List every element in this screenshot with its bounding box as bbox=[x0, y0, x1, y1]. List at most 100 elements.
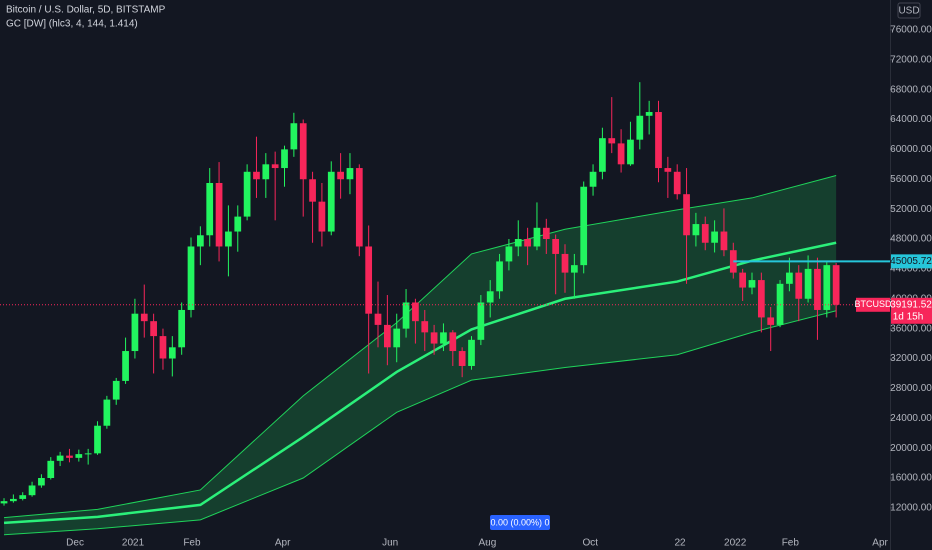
candle-body bbox=[542, 227, 550, 240]
band-upper bbox=[3, 175, 837, 519]
candle-body bbox=[234, 216, 242, 232]
candle-body bbox=[561, 253, 569, 273]
candle-body bbox=[589, 171, 597, 187]
candle-body bbox=[823, 265, 831, 310]
y-tick-label: 20000.00 bbox=[890, 443, 932, 454]
candle-body bbox=[28, 485, 36, 496]
candle-body bbox=[187, 246, 195, 310]
candle-body bbox=[496, 261, 503, 292]
candle-body bbox=[0, 501, 8, 504]
candle-body bbox=[627, 139, 634, 165]
candle-body bbox=[580, 186, 588, 266]
candle-body bbox=[253, 171, 260, 180]
y-tick-label: 68000.00 bbox=[890, 84, 932, 95]
last-price-box bbox=[891, 297, 932, 324]
candle-body bbox=[711, 231, 718, 243]
candle-body bbox=[533, 227, 541, 247]
candle-body bbox=[140, 313, 148, 322]
candle-body bbox=[131, 313, 139, 352]
candle-body bbox=[570, 265, 578, 273]
band-fill bbox=[4, 175, 837, 535]
candle-body bbox=[38, 478, 45, 486]
candle-body bbox=[486, 291, 494, 303]
candle-body bbox=[290, 123, 298, 150]
currency[interactable]: USD bbox=[898, 6, 919, 17]
band-lower bbox=[3, 310, 837, 536]
currency-box[interactable] bbox=[897, 2, 921, 19]
symbol-box bbox=[856, 297, 890, 312]
candle-body bbox=[701, 224, 709, 243]
candle-body bbox=[786, 272, 793, 284]
candle-body bbox=[608, 138, 616, 144]
candle-body bbox=[449, 332, 457, 352]
y-tick-label: 24000.00 bbox=[890, 413, 932, 424]
x-tick-label: Feb bbox=[183, 538, 201, 549]
countdown-label: 1d 15h bbox=[893, 311, 924, 322]
candle-body bbox=[94, 425, 101, 454]
candle-body bbox=[814, 268, 821, 310]
candle-body bbox=[346, 168, 354, 180]
candle-body bbox=[692, 224, 700, 236]
candle-body bbox=[374, 313, 382, 325]
x-tick-label: 2022 bbox=[724, 538, 747, 549]
candle-body bbox=[47, 460, 55, 479]
candle-body bbox=[243, 171, 251, 217]
y-tick-label: 76000.00 bbox=[890, 25, 932, 36]
candle-body bbox=[505, 246, 513, 262]
candle-body bbox=[327, 171, 335, 232]
candle-body bbox=[477, 302, 485, 340]
candle-body bbox=[66, 455, 73, 458]
candle-body bbox=[673, 171, 681, 195]
candle-body bbox=[402, 302, 410, 329]
x-tick-label: 22 bbox=[674, 538, 686, 549]
candle-body bbox=[19, 495, 27, 499]
y-tick-label: 56000.00 bbox=[890, 174, 932, 185]
candle-body bbox=[645, 112, 653, 116]
x-tick-label: Jun bbox=[382, 538, 398, 549]
candle-body bbox=[318, 201, 326, 232]
candle-body bbox=[150, 321, 157, 337]
candle-body bbox=[552, 239, 560, 254]
x-tick-label: 2021 bbox=[122, 538, 145, 549]
indicator-label-box bbox=[891, 254, 932, 269]
candle-body bbox=[767, 317, 775, 325]
candle-body bbox=[215, 182, 223, 247]
candle-body bbox=[159, 336, 167, 359]
y-tick-label: 52000.00 bbox=[890, 204, 932, 215]
y-tick-label: 72000.00 bbox=[890, 54, 932, 65]
y-tick-label: 28000.00 bbox=[890, 383, 932, 394]
candle-body bbox=[832, 265, 840, 305]
crosshair-box bbox=[490, 515, 550, 530]
candle-body bbox=[748, 280, 756, 288]
candle-body bbox=[271, 164, 279, 169]
candle-body bbox=[804, 268, 812, 299]
candle-body bbox=[468, 339, 475, 366]
candle-body bbox=[393, 328, 401, 348]
y-tick-label: 44000.00 bbox=[890, 264, 932, 275]
candle-body bbox=[524, 239, 531, 247]
candle-body bbox=[720, 231, 728, 251]
y-tick-label: 64000.00 bbox=[890, 114, 932, 125]
chart-title: Bitcoin / U.S. Dollar, 5D, BITSTAMP bbox=[6, 5, 166, 16]
candle-body bbox=[421, 321, 429, 333]
candle-body bbox=[225, 231, 232, 247]
candle-body bbox=[299, 123, 307, 180]
y-tick-label: 36000.00 bbox=[890, 323, 932, 334]
candle-body bbox=[636, 115, 644, 140]
candle-body bbox=[196, 235, 204, 247]
candle-body bbox=[56, 455, 64, 461]
x-tick-label: Feb bbox=[782, 538, 800, 549]
crosshair-label: 0.00 (0.00%) 0 bbox=[490, 517, 549, 527]
candle-body bbox=[122, 351, 129, 381]
candle-body bbox=[514, 239, 522, 247]
candle-body bbox=[365, 246, 373, 314]
candle-body bbox=[75, 454, 83, 458]
candle-body bbox=[10, 498, 17, 502]
candle-body bbox=[617, 143, 625, 165]
candle-body bbox=[599, 138, 606, 172]
candle-body bbox=[103, 399, 111, 426]
candle-body bbox=[655, 112, 662, 169]
x-tick-label: Aug bbox=[479, 538, 497, 549]
